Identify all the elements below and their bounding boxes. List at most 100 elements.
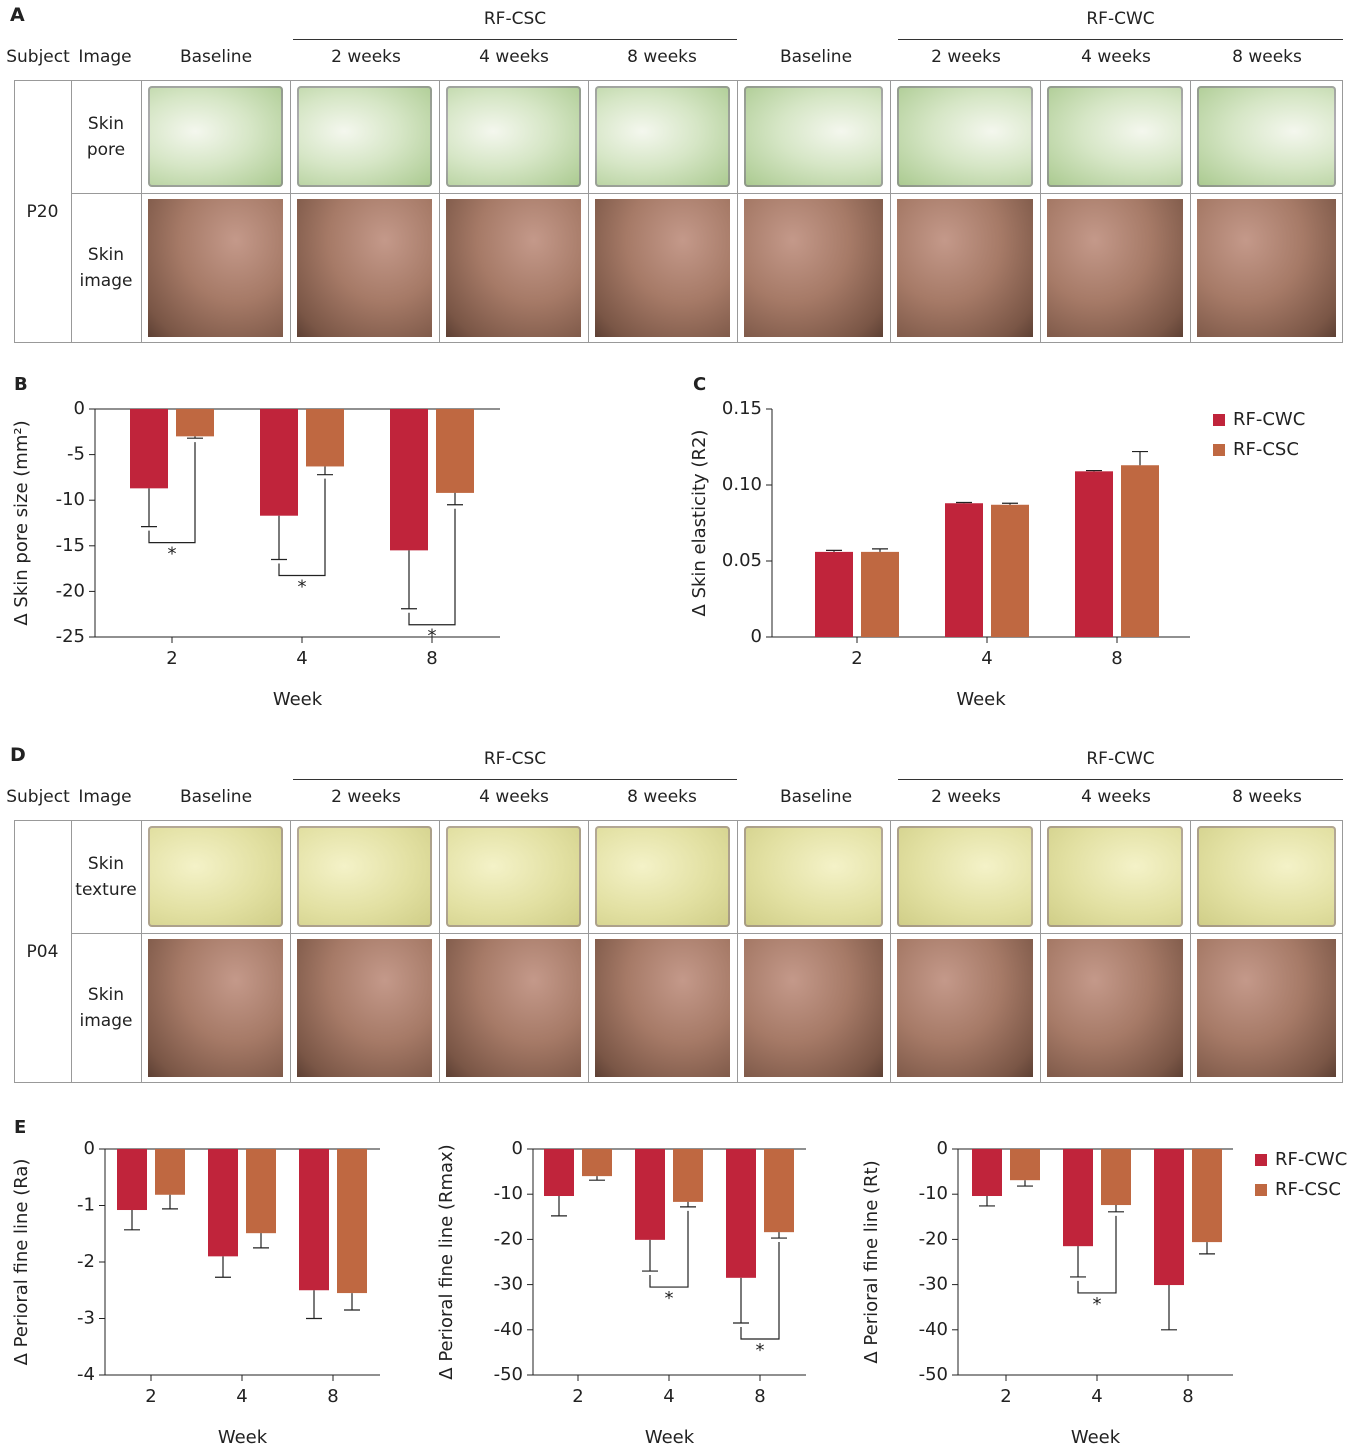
x-tick-label: 8 xyxy=(1111,648,1122,669)
legend-label: RF-CSC xyxy=(1275,1179,1341,1200)
bar xyxy=(337,1149,367,1293)
bar xyxy=(436,409,474,493)
error-bar xyxy=(1132,452,1148,466)
legend-label: RF-CWC xyxy=(1233,409,1305,430)
y-axis-label: Δ Perioral fine line (Ra) xyxy=(11,1159,32,1366)
legend-swatch xyxy=(1255,1154,1267,1166)
error-bar xyxy=(215,1256,231,1277)
bar xyxy=(815,552,853,637)
bar xyxy=(635,1149,665,1240)
error-bar xyxy=(979,1196,995,1206)
x-tick-label: 8 xyxy=(754,1386,765,1407)
y-tick-label: -15 xyxy=(56,535,85,556)
error-bar xyxy=(642,1240,658,1271)
y-tick-label: -5 xyxy=(67,444,85,465)
x-tick-label: 8 xyxy=(426,648,437,669)
bar xyxy=(130,409,168,488)
bar xyxy=(945,503,983,637)
y-tick-label: -1 xyxy=(77,1195,95,1216)
panel-letter: B xyxy=(14,374,28,395)
y-tick-label: 0.15 xyxy=(722,398,762,419)
y-tick-label: -10 xyxy=(494,1183,523,1204)
y-tick-label: -10 xyxy=(919,1183,948,1204)
significance-mark: * xyxy=(1093,1294,1102,1315)
bar xyxy=(117,1149,147,1210)
error-bar xyxy=(447,493,463,505)
panel-letter: E xyxy=(14,1117,26,1138)
error-bar xyxy=(680,1202,696,1207)
legend-label: RF-CWC xyxy=(1275,1149,1347,1170)
error-bar xyxy=(317,466,333,474)
error-bar xyxy=(1108,1205,1124,1212)
bar xyxy=(764,1149,794,1232)
y-axis-label: Δ Skin elasticity (R2) xyxy=(689,430,710,617)
x-axis-label: Week xyxy=(645,1427,695,1448)
bar xyxy=(861,552,899,637)
error-bar xyxy=(771,1232,787,1238)
error-bar xyxy=(141,488,157,526)
bar xyxy=(260,409,298,516)
bar xyxy=(306,409,344,466)
y-tick-label: -2 xyxy=(77,1251,95,1272)
bar xyxy=(208,1149,238,1256)
error-bar xyxy=(589,1176,605,1180)
error-bar xyxy=(271,516,287,560)
bar xyxy=(176,409,214,436)
legend-swatch xyxy=(1255,1184,1267,1196)
y-tick-label: -25 xyxy=(56,626,85,647)
figure: ARF-CSCRF-CWCSubjectImageBaseline2 weeks… xyxy=(0,0,1354,1451)
error-bar xyxy=(733,1278,749,1323)
bar xyxy=(246,1149,276,1233)
x-tick-label: 4 xyxy=(296,648,307,669)
y-tick-label: -50 xyxy=(494,1364,523,1385)
y-tick-label: 0 xyxy=(937,1138,948,1159)
bar xyxy=(673,1149,703,1202)
y-tick-label: -30 xyxy=(919,1274,948,1295)
x-tick-label: 2 xyxy=(851,648,862,669)
y-tick-label: -40 xyxy=(494,1319,523,1340)
y-tick-label: -10 xyxy=(56,489,85,510)
x-axis-label: Week xyxy=(273,689,323,710)
error-bar xyxy=(551,1196,567,1216)
x-tick-label: 4 xyxy=(1091,1386,1102,1407)
error-bar xyxy=(344,1293,360,1310)
error-bar xyxy=(162,1195,178,1209)
x-axis-label: Week xyxy=(956,689,1006,710)
bar xyxy=(582,1149,612,1176)
bar xyxy=(1010,1149,1040,1180)
error-bar xyxy=(187,436,203,438)
x-tick-label: 2 xyxy=(166,648,177,669)
y-tick-label: -40 xyxy=(919,1319,948,1340)
y-tick-label: -3 xyxy=(77,1308,95,1329)
significance-mark: * xyxy=(168,544,177,565)
error-bar xyxy=(1017,1180,1033,1186)
y-axis-label: Δ Perioral fine line (Rmax) xyxy=(436,1144,457,1379)
y-tick-label: 0.05 xyxy=(722,550,762,571)
legend-swatch xyxy=(1213,414,1225,426)
x-tick-label: 2 xyxy=(145,1386,156,1407)
y-axis-label: Δ Skin pore size (mm²) xyxy=(11,420,32,625)
error-bar xyxy=(826,550,842,552)
error-bar xyxy=(1002,503,1018,505)
bar xyxy=(1063,1149,1093,1246)
x-axis-label: Week xyxy=(1071,1427,1121,1448)
error-bar xyxy=(124,1210,140,1230)
bar xyxy=(544,1149,574,1196)
x-tick-label: 2 xyxy=(1000,1386,1011,1407)
y-tick-label: -30 xyxy=(494,1274,523,1295)
y-axis-label: Δ Perioral fine line (Rt) xyxy=(861,1160,882,1363)
error-bar xyxy=(401,550,417,608)
y-tick-label: 0 xyxy=(84,1138,95,1159)
bar xyxy=(726,1149,756,1278)
bar xyxy=(991,505,1029,637)
x-tick-label: 8 xyxy=(327,1386,338,1407)
error-bar xyxy=(1199,1242,1215,1254)
x-tick-label: 4 xyxy=(981,648,992,669)
y-tick-label: 0 xyxy=(751,626,762,647)
x-tick-label: 4 xyxy=(663,1386,674,1407)
bar xyxy=(390,409,428,550)
bar xyxy=(1075,471,1113,637)
x-tick-label: 4 xyxy=(236,1386,247,1407)
y-tick-label: 0 xyxy=(512,1138,523,1159)
error-bar xyxy=(956,502,972,503)
